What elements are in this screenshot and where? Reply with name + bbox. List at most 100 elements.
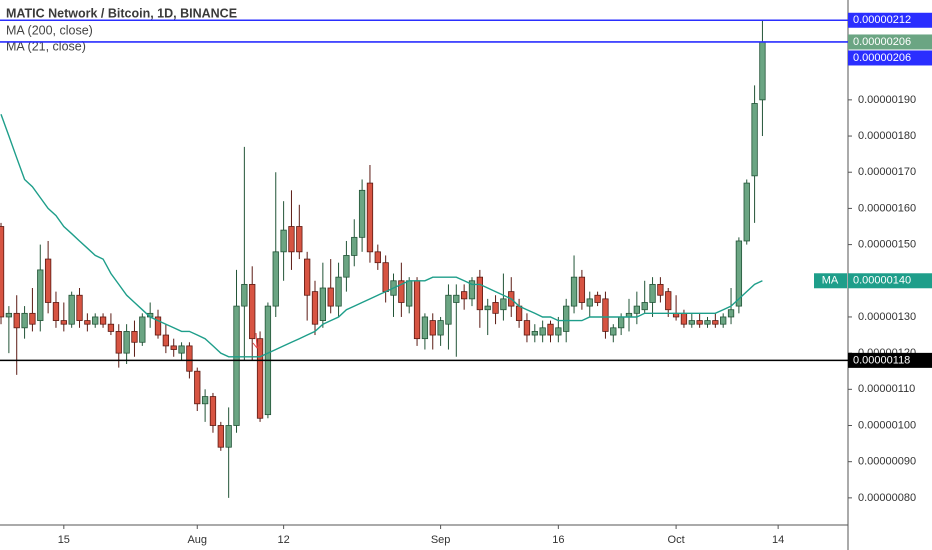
candle-body [578, 276, 586, 303]
candle-body [515, 305, 523, 321]
y-tick-label: 0.00000180 [858, 130, 916, 142]
ma-name-tag [814, 273, 847, 289]
candle-body [570, 276, 578, 307]
ma-name-label: MA [822, 275, 839, 287]
last-price-tag-label: 0.00000206 [853, 36, 911, 48]
candle-body [743, 182, 750, 242]
candle-body [123, 331, 130, 354]
candle-body [759, 41, 766, 101]
candle-body [5, 312, 13, 318]
candle-body [586, 298, 593, 307]
candle-body [492, 302, 499, 314]
line-tag [848, 12, 932, 28]
candle-body [413, 280, 421, 340]
candle-body [44, 258, 52, 303]
candle-body [115, 331, 122, 354]
line-tag-label: 0.00000206 [853, 52, 911, 64]
candle-body [602, 298, 609, 332]
candle-body [107, 323, 115, 332]
candle-body [76, 294, 83, 321]
indicator-legend: MA (21, close) [6, 39, 86, 53]
candle-body [523, 320, 531, 336]
candle-body [484, 305, 491, 311]
candle-body [688, 320, 695, 325]
candle-body [0, 226, 5, 318]
y-tick-label: 0.00000150 [858, 238, 916, 250]
candle-body [296, 226, 303, 253]
y-tick-label: 0.00000170 [858, 166, 916, 178]
candle-body [468, 280, 476, 300]
y-tick-label: 0.00000080 [858, 492, 916, 504]
candle-body [351, 236, 358, 256]
indicator-legend: MA (200, close) [6, 23, 93, 37]
ma-line [0, 114, 763, 358]
candle-body [500, 298, 507, 311]
candle-body [382, 262, 389, 293]
candle-body [170, 345, 177, 350]
candle-body [327, 287, 334, 307]
candle-body [406, 280, 413, 307]
ma-value-tag [848, 273, 932, 289]
candle-body [429, 320, 436, 336]
line-tag-label: 0.00000118 [853, 354, 910, 366]
candle-body [696, 320, 703, 325]
candle-body [445, 294, 452, 325]
candle-body [366, 182, 374, 253]
candle-body [272, 251, 279, 307]
candle-body [751, 103, 758, 177]
line-tag [848, 352, 932, 368]
candle-body [288, 226, 295, 253]
line-tag [848, 50, 932, 66]
chart-title: MATIC Network / Bitcoin, 1D, BINANCE [6, 6, 237, 20]
candle-body [249, 283, 256, 340]
x-tick-label: 14 [772, 534, 784, 546]
candle-body [311, 291, 319, 325]
y-tick-label: 0.00000110 [858, 383, 915, 395]
candle-body [617, 316, 625, 329]
candle-body [201, 396, 209, 405]
candle-body [178, 345, 185, 354]
candle-body [21, 312, 28, 329]
y-tick-label: 0.00000100 [858, 419, 916, 431]
candle-body [421, 316, 429, 340]
candle-body [539, 327, 546, 336]
candle-body [610, 327, 617, 336]
candle-body [358, 189, 366, 238]
candle-body [29, 312, 36, 325]
candle-body [233, 305, 240, 426]
candle-body [720, 316, 727, 325]
candle-body [37, 269, 44, 321]
candle-body [319, 287, 327, 321]
candle-body [225, 425, 232, 448]
candle-body [162, 334, 170, 347]
candle-body [186, 345, 193, 372]
candle-body [68, 294, 75, 325]
candle-body [99, 316, 107, 325]
candle-body [154, 316, 162, 336]
x-tick-label: Oct [668, 534, 685, 546]
candle-body [680, 312, 688, 325]
x-tick-label: 15 [58, 534, 70, 546]
candle-body [209, 396, 217, 426]
candle-body [531, 331, 538, 336]
candle-body [60, 320, 67, 325]
candle-body [131, 331, 138, 343]
candle-body [735, 240, 743, 307]
signal-arrow [252, 332, 262, 349]
candle-body [241, 283, 248, 307]
line-tag-label: 0.00000212 [853, 14, 911, 26]
candle-body [52, 302, 60, 321]
candle-body [437, 320, 444, 336]
x-tick-label: 16 [552, 534, 564, 546]
candle-body [649, 283, 656, 303]
candle-body [704, 320, 711, 325]
candle-body [665, 291, 672, 311]
candle-body [256, 338, 264, 419]
candle-body [398, 280, 405, 303]
candle-body [304, 258, 311, 296]
y-tick-label: 0.00000090 [858, 456, 916, 468]
x-tick-label: Aug [187, 534, 207, 546]
candle-body [343, 255, 350, 278]
